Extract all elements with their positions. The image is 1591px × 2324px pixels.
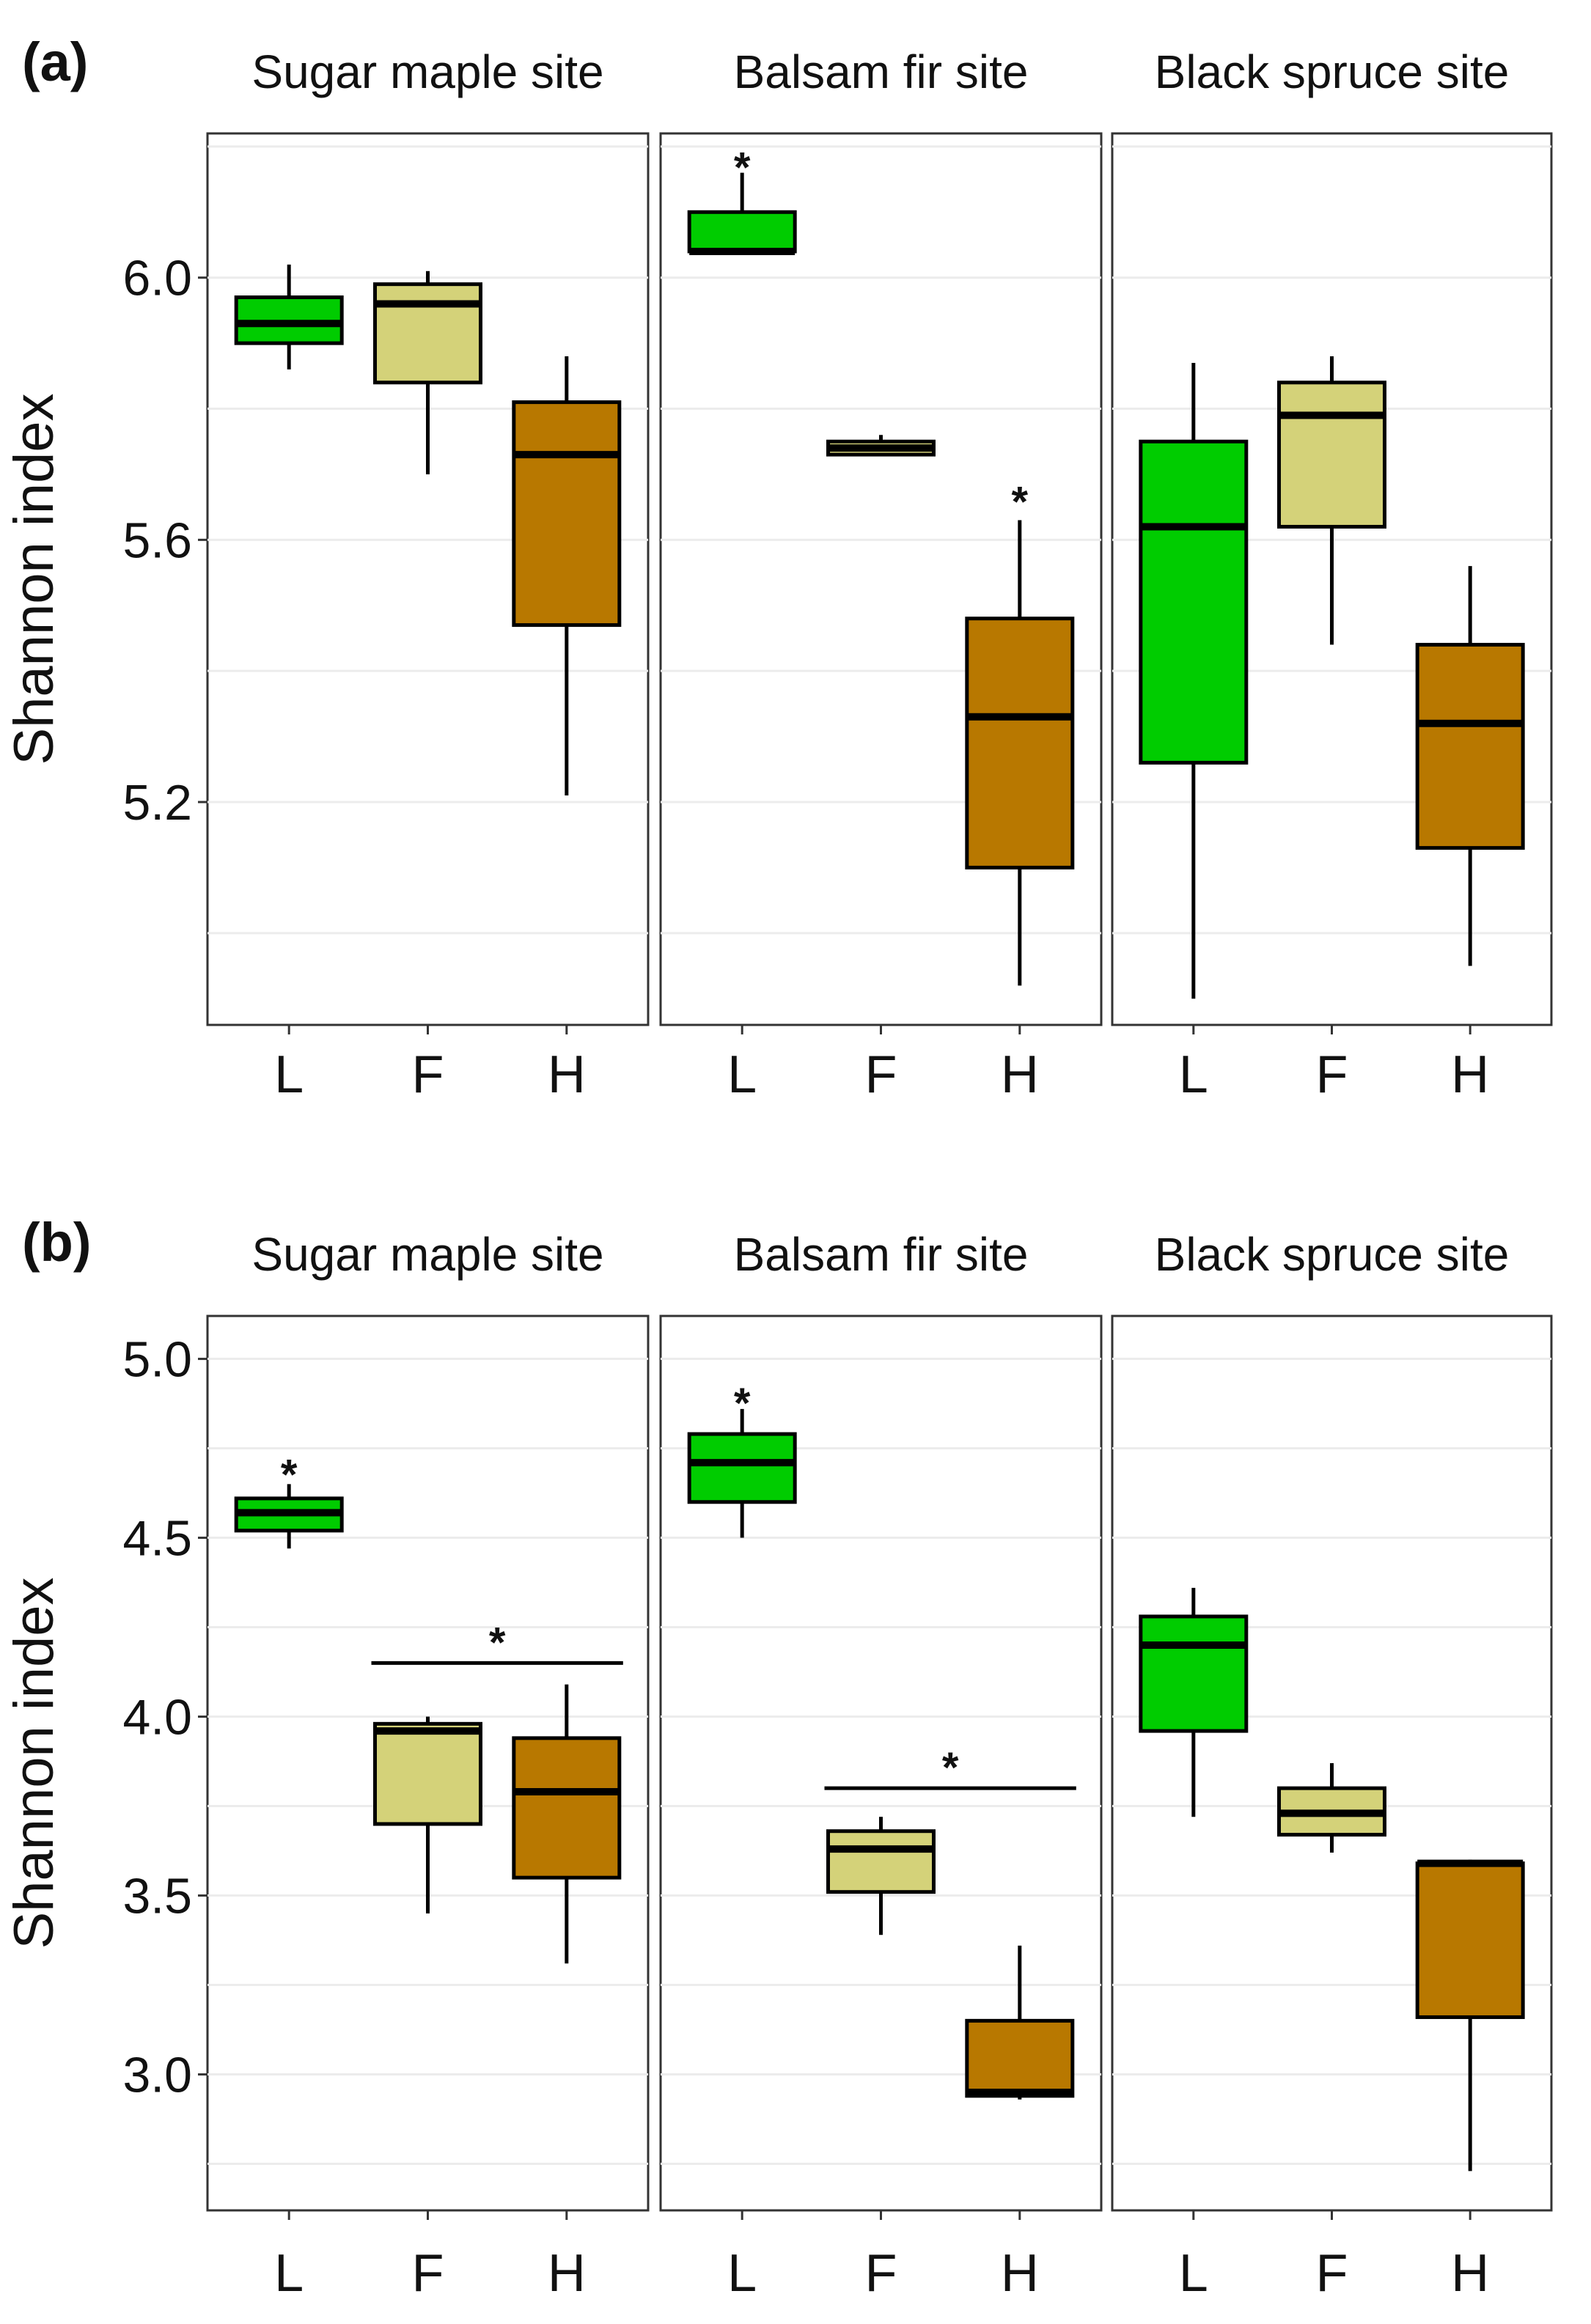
box-F [373,271,482,474]
box-L [687,172,797,255]
box-body [373,282,482,385]
facet-title: Sugar maple site [251,45,603,98]
y-tick-label: 3.0 [122,2048,192,2103]
significance-star: * [1012,479,1029,526]
x-tick-label: L [727,1045,757,1104]
box-body [512,1736,622,1880]
x-tick-label: H [548,1045,586,1104]
y-tick-label: 3.5 [122,1869,192,1924]
x-tick-label: F [412,2244,444,2303]
facet-sugar-maple-site: Sugar maple site * * L F H [206,1228,650,2303]
box-L [234,264,344,369]
facet-balsam-fir-site: Balsam fir site * * L F H [659,1228,1103,2303]
x-tick-label: F [865,1045,897,1104]
x-tick-label: H [548,2244,586,2303]
y-tick-label: 5.0 [122,1332,192,1388]
box-F [826,435,936,457]
panel-label: (a) [22,32,88,92]
x-tick-label: H [1001,1045,1039,1104]
box-L [687,1408,797,1538]
facet-black-spruce-site: Black spruce site L F H [1111,1228,1553,2303]
box-body [965,2018,1075,2098]
box-body [1415,642,1525,850]
y-axis-title: Shannon index [3,1577,65,1949]
box-L [234,1484,344,1549]
box-body [1139,1614,1249,1733]
box-F [826,1817,936,1935]
x-tick-label: F [865,2244,897,2303]
significance-star: * [734,144,751,192]
box-H [1415,1859,1525,2172]
box-body [512,400,622,628]
facet-balsam-fir-site: Balsam fir site * * L F H [659,45,1103,1104]
box-H [965,1945,1075,2100]
box-body [687,210,797,254]
facet-title: Black spruce site [1155,1228,1510,1281]
y-tick-label: 6.0 [122,251,192,306]
box-body [1277,380,1386,529]
significance-star: * [281,1452,298,1499]
box-L [1139,1587,1249,1817]
box-H [1415,566,1525,966]
box-body [826,1829,936,1894]
x-tick-label: L [274,1045,304,1104]
panel-label: (b) [22,1212,92,1273]
box-L [1139,362,1249,999]
x-tick-label: F [1316,2244,1348,2303]
x-tick-label: F [1316,1045,1348,1104]
significance-star: * [734,1380,751,1427]
x-tick-label: L [1179,2244,1208,2303]
y-tick-label: 4.0 [122,1690,192,1746]
box-H [965,520,1075,986]
box-F [1277,1763,1386,1853]
box-H [512,356,622,796]
y-axis-title: Shannon index [3,393,65,765]
box-body [965,617,1075,869]
facet-title: Black spruce site [1155,45,1510,98]
x-tick-label: H [1451,2244,1489,2303]
x-tick-label: H [1001,2244,1039,2303]
facet-title: Sugar maple site [251,1228,603,1281]
facet-sugar-maple-site: Sugar maple site L F H [206,45,650,1104]
box-body [687,1432,797,1504]
x-tick-label: L [274,2244,304,2303]
significance-star: * [489,1619,506,1666]
facet-frame [659,132,1103,1026]
x-tick-label: F [412,1045,444,1104]
panel-a: (a) Shannon index 5.2 5.6 6.0 Sugar maple sit… [3,32,1553,1104]
box-F [1277,356,1386,645]
box-body [1139,439,1249,765]
box-body [1415,1861,1525,2019]
y-tick-label: 5.6 [122,512,192,568]
facet-title: Balsam fir site [734,1228,1029,1281]
x-tick-label: L [727,2244,757,2303]
facet-black-spruce-site: Black spruce site L F H [1111,45,1553,1104]
x-tick-label: H [1451,1045,1489,1104]
box-F [373,1716,482,1913]
y-tick-label: 5.2 [122,775,192,831]
box-body [373,1721,482,1826]
significance-star: * [942,1744,959,1792]
facet-title: Balsam fir site [734,45,1029,98]
x-tick-label: L [1179,1045,1208,1104]
y-tick-label: 4.5 [122,1511,192,1567]
box-H [512,1684,622,1964]
